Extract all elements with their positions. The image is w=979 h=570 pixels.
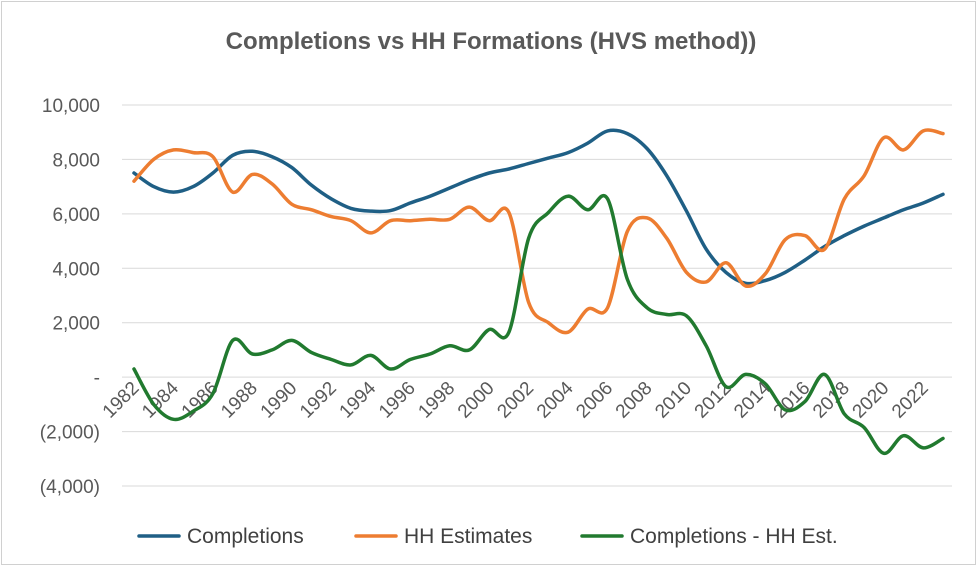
x-tick-label: 2010 <box>651 378 696 423</box>
legend: Completions HH Estimates Completions - HH … <box>137 525 838 548</box>
y-tick-label: 2,000 <box>52 314 100 335</box>
legend-label: HH Estimates <box>404 525 532 548</box>
x-tick-label: 2020 <box>849 378 894 423</box>
y-tick-label: 6,000 <box>52 205 100 226</box>
x-tick-label: 2008 <box>612 378 657 423</box>
x-tick-label: 1988 <box>217 378 262 423</box>
legend-item-0: Completions <box>137 525 304 548</box>
legend-label: Completions <box>187 525 304 548</box>
x-tick-label: 1992 <box>296 378 341 423</box>
x-tick-label: 1996 <box>375 378 420 423</box>
x-tick-label: 1998 <box>414 378 459 423</box>
x-tick-label: 2014 <box>730 378 775 423</box>
y-tick-label: (4,000) <box>40 477 100 498</box>
series-line-2 <box>132 194 945 456</box>
x-tick-label: 1994 <box>336 378 381 423</box>
y-tick-label: 10,000 <box>42 96 100 117</box>
y-tick-label: - <box>94 368 100 389</box>
chart-title: Completions vs HH Formations (HVS method… <box>226 28 757 55</box>
y-axis-ticks: 10,000 8,000 6,000 4,000 2,000 - (2,000) (4,000… <box>40 96 100 498</box>
x-tick-label: 2000 <box>454 378 499 423</box>
x-tick-label: 1982 <box>99 378 144 423</box>
x-tick-label: 2012 <box>691 378 736 423</box>
legend-item-1: HH Estimates <box>354 525 532 548</box>
y-tick-label: 4,000 <box>52 259 100 280</box>
y-tick-label: (2,000) <box>40 423 100 444</box>
legend-label: Completions - HH Est. <box>630 525 838 548</box>
legend-item-2: Completions - HH Est. <box>580 525 838 548</box>
x-tick-label: 2006 <box>572 378 617 423</box>
series-lines <box>132 128 945 456</box>
x-tick-label: 2002 <box>493 378 538 423</box>
x-tick-label: 2022 <box>888 378 933 423</box>
x-tick-label: 1984 <box>138 378 183 423</box>
series-line-1 <box>132 128 945 335</box>
x-tick-label: 1990 <box>257 378 302 423</box>
gridlines <box>122 104 952 487</box>
series-line-0 <box>132 128 945 286</box>
x-tick-label: 2004 <box>533 378 578 423</box>
y-tick-label: 8,000 <box>52 150 100 171</box>
